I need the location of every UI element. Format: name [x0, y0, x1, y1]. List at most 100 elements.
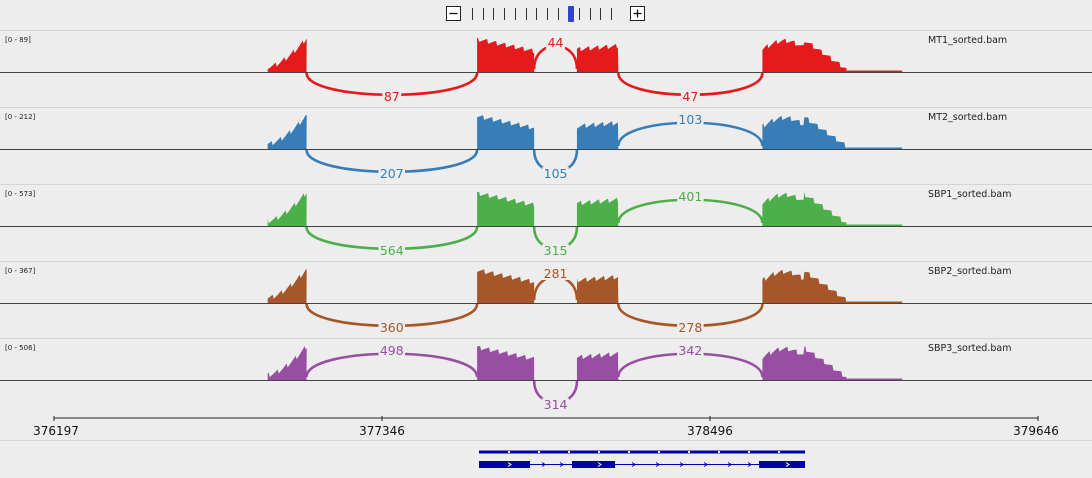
track-sbp3: [0 - 506] SBP3_sorted.bam 498 314 342: [0, 338, 1092, 416]
junction-label-bg: [382, 90, 402, 103]
data-range-label: [0 - 506]: [5, 344, 36, 352]
ruler-tick-label: 377346: [359, 424, 405, 438]
coverage-block: [762, 346, 847, 380]
ruler-tick-label: 376197: [33, 424, 79, 438]
zoom-level-tick[interactable]: [589, 8, 591, 20]
coverage-block: [267, 193, 307, 226]
junction-count-label: 105: [544, 166, 568, 181]
track-sbp1: [0 - 573] SBP1_sorted.bam 564 315 401: [0, 184, 1092, 262]
junction-count-label: 87: [384, 89, 400, 104]
coverage-block: [477, 38, 535, 72]
coverage-tail: [846, 224, 903, 226]
track-mt1: [0 - 89] MT1_sorted.bam 87 44 47: [0, 30, 1092, 108]
exon-2: [572, 461, 615, 468]
transcript-collapsed[interactable]: [479, 450, 805, 454]
junction-count-label: 44: [548, 35, 564, 50]
coverage-block: [576, 197, 619, 226]
junction-label-bg: [546, 36, 566, 49]
junction-label-bg: [542, 244, 569, 257]
track-name[interactable]: SBP3_sorted.bam: [928, 343, 1012, 354]
track-mt2: [0 - 212] MT2_sorted.bam 207 105 103: [0, 107, 1092, 185]
zoom-out-button[interactable]: [446, 6, 461, 21]
coverage-block: [576, 43, 619, 72]
junction-label-bg: [677, 113, 704, 126]
junction-label-bg: [378, 344, 406, 357]
junction-label-bg: [677, 190, 704, 203]
strand-arrow-icon: [541, 462, 752, 467]
coverage-plot: 564 315 401: [0, 189, 1092, 258]
coverage-block: [762, 192, 847, 226]
coverage-tail: [846, 378, 903, 380]
exon-3: [759, 461, 805, 468]
genomic-ruler: 376197 377346 378496 379646: [0, 410, 1092, 441]
zoom-level-tick[interactable]: [472, 8, 473, 20]
coverage-block: [267, 346, 307, 380]
gene-model[interactable]: [0, 441, 1092, 478]
ruler-axis: [53, 416, 1039, 421]
junction-count-label: 281: [544, 266, 568, 281]
zoom-level-tick[interactable]: [579, 8, 580, 20]
junction-count-label: 564: [380, 243, 404, 258]
zoom-level-tick[interactable]: [557, 8, 559, 20]
junction-label-bg: [542, 167, 569, 180]
zoom-in-button[interactable]: [630, 6, 645, 21]
zoom-level-tick[interactable]: [493, 8, 495, 20]
coverage-block: [477, 346, 535, 380]
coverage-block: [267, 38, 307, 72]
junction-count-label: 314: [544, 397, 568, 412]
junction-count-label: 360: [380, 320, 404, 335]
zoom-level-tick[interactable]: [514, 8, 516, 20]
zoom-level-tick[interactable]: [611, 8, 613, 20]
junction-count-label: 315: [544, 243, 568, 258]
coverage-plot: 360 281 278: [0, 266, 1092, 335]
zoom-level-tick[interactable]: [504, 8, 506, 20]
coverage-block: [477, 269, 535, 303]
junction-label-bg: [378, 321, 406, 334]
track-name[interactable]: SBP2_sorted.bam: [928, 266, 1012, 277]
coverage-plot: 207 105 103: [0, 112, 1092, 181]
zoom-level-tick[interactable]: [536, 8, 538, 20]
junction-label-bg: [542, 267, 569, 280]
track-name[interactable]: SBP1_sorted.bam: [928, 189, 1012, 200]
junction-count-label: 278: [678, 320, 702, 335]
sashimi-tracks: [0 - 89] MT1_sorted.bam 87 44 47 [0 - 212]…: [0, 30, 1092, 412]
plus-icon: [633, 9, 642, 18]
transcript-expanded[interactable]: [479, 461, 805, 468]
zoom-level-slider[interactable]: [472, 6, 622, 22]
gene-annotation-track: [0, 441, 1092, 478]
junction-label-bg: [677, 344, 704, 357]
junction-count-label: 103: [678, 112, 702, 127]
junction-label-bg: [378, 244, 406, 257]
zoom-level-tick[interactable]: [600, 8, 602, 20]
coverage-block: [762, 115, 847, 149]
zoom-level-tick[interactable]: [568, 6, 575, 22]
minus-icon: [449, 12, 458, 15]
coverage-block: [477, 115, 535, 149]
junction-count-label: 342: [678, 343, 702, 358]
junction-count-label: 47: [682, 89, 698, 104]
coverage-block: [267, 269, 307, 303]
exon-1: [479, 461, 530, 468]
coverage-plot: 498 314 342: [0, 343, 1092, 412]
track-name[interactable]: MT2_sorted.bam: [928, 112, 1008, 123]
zoom-widget: [446, 6, 646, 23]
coverage-block: [477, 192, 535, 226]
coverage-tail: [846, 70, 903, 72]
data-range-label: [0 - 212]: [5, 113, 36, 121]
coverage-tail: [846, 147, 903, 149]
junction-label-bg: [378, 167, 406, 180]
strand-arrow-icon: [507, 462, 790, 467]
coverage-tail: [846, 301, 903, 303]
zoom-level-tick[interactable]: [546, 8, 548, 20]
data-range-label: [0 - 573]: [5, 190, 36, 198]
data-range-label: [0 - 89]: [5, 36, 31, 44]
junction-label-bg: [680, 90, 700, 103]
junction-label-bg: [542, 398, 569, 411]
coverage-block: [576, 351, 619, 380]
junction-label-bg: [677, 321, 704, 334]
track-name[interactable]: MT1_sorted.bam: [928, 35, 1008, 46]
ruler-tick-label: 379646: [1013, 424, 1059, 438]
junction-count-label: 207: [380, 166, 404, 181]
zoom-level-tick[interactable]: [482, 8, 484, 20]
zoom-level-tick[interactable]: [525, 8, 527, 20]
